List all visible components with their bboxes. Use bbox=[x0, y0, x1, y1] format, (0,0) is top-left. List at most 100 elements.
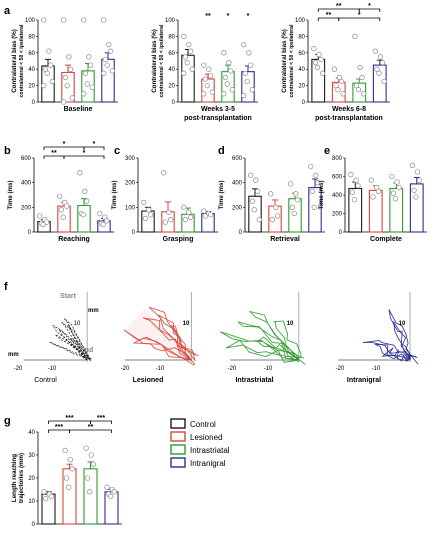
data-point bbox=[221, 91, 227, 97]
data-point bbox=[226, 59, 232, 66]
data-point bbox=[86, 54, 92, 60]
data-point bbox=[41, 82, 47, 89]
data-point bbox=[37, 213, 43, 219]
data-point bbox=[64, 82, 70, 89]
data-point bbox=[375, 188, 382, 194]
x-axis-label: Complete bbox=[370, 236, 402, 243]
data-point bbox=[88, 452, 94, 458]
y-tick-label: 600 bbox=[232, 156, 243, 162]
data-point bbox=[161, 170, 167, 176]
data-point bbox=[248, 172, 254, 178]
panel-letter-e: e bbox=[324, 145, 330, 157]
data-point bbox=[77, 170, 83, 176]
trajectory-line bbox=[169, 325, 199, 361]
trajectory-line bbox=[58, 329, 92, 362]
y-tick-label: 40 bbox=[168, 67, 175, 73]
data-point bbox=[201, 208, 207, 214]
x-axis-label: Weeks 6-8 bbox=[332, 106, 366, 113]
y-tick-label: 200 bbox=[125, 181, 136, 187]
data-point bbox=[85, 475, 91, 481]
trajectory-x-tick-label: 10 bbox=[74, 321, 81, 327]
data-point bbox=[396, 184, 402, 191]
data-point bbox=[62, 74, 68, 81]
data-point bbox=[57, 193, 63, 199]
data-point bbox=[44, 70, 50, 76]
data-point bbox=[351, 196, 358, 203]
chart-d: 0 200 400 600 Time (ms) Retrieval bbox=[218, 156, 325, 243]
data-point bbox=[311, 204, 317, 210]
data-point bbox=[377, 54, 384, 60]
data-point bbox=[336, 74, 343, 81]
y-tick-label: 60 bbox=[168, 51, 175, 57]
trajectory-group-control: Control bbox=[23, 292, 92, 384]
data-point bbox=[106, 41, 112, 48]
panel-letter-g: g bbox=[4, 415, 11, 427]
y-tick-label: 300 bbox=[125, 156, 136, 162]
y-tick-label: 100 bbox=[165, 18, 176, 24]
data-point bbox=[224, 81, 230, 87]
trajectory-group-intrastriatal: Intrastriatal bbox=[220, 292, 306, 384]
y-tick-label: 0 bbox=[32, 100, 36, 106]
data-point bbox=[335, 87, 341, 93]
data-point bbox=[68, 66, 74, 72]
data-point bbox=[67, 456, 73, 463]
y-tick-label: 20 bbox=[28, 84, 35, 90]
data-point bbox=[241, 41, 247, 48]
data-point bbox=[102, 56, 108, 63]
data-point bbox=[368, 177, 375, 183]
data-point bbox=[392, 196, 399, 202]
significance-bracket bbox=[90, 420, 112, 424]
trajectory-x-tick-label: -10 bbox=[372, 366, 381, 372]
data-point bbox=[312, 59, 319, 66]
y-tick-label: 20 bbox=[298, 84, 305, 90]
chart-c: 0 100 200 300 Time (ms) Grasping bbox=[111, 156, 218, 243]
y-axis-label: Time (ms) bbox=[218, 180, 225, 209]
y-tick-label: 40 bbox=[298, 67, 305, 73]
data-point bbox=[142, 215, 148, 222]
y-axis-sublabel: contralateral < 50 < ipsilateral bbox=[159, 24, 165, 98]
y-tick-label: 0 bbox=[28, 230, 32, 236]
y-tick-label: 0 bbox=[32, 522, 36, 528]
y-tick-label: 30 bbox=[28, 453, 35, 459]
trajectory-group-label: Intrastriatal bbox=[235, 377, 273, 384]
bar-control bbox=[348, 187, 363, 233]
significance-label: *** bbox=[55, 424, 63, 431]
y-tick-label: 0 bbox=[302, 100, 306, 106]
data-point bbox=[104, 484, 110, 490]
data-point bbox=[315, 180, 321, 186]
chart-a1: 0 20 40 60 80 100 Contralateral bias (%) contra… bbox=[11, 17, 118, 113]
significance-label: ** bbox=[326, 12, 332, 19]
data-point bbox=[316, 51, 322, 58]
data-point bbox=[181, 70, 187, 76]
y-tick-label: 200 bbox=[332, 212, 343, 218]
trajectory-spread bbox=[124, 308, 192, 360]
y-tick-label: 200 bbox=[232, 205, 243, 211]
data-point bbox=[108, 48, 114, 54]
data-point bbox=[62, 447, 68, 454]
significance-label: * bbox=[93, 141, 96, 148]
trajectory-x-tick-label: -10 bbox=[48, 366, 57, 372]
y-tick-label: 100 bbox=[295, 18, 306, 24]
y-tick-label: 100 bbox=[125, 205, 136, 211]
legend-swatch bbox=[170, 444, 186, 455]
y-tick-label: 0 bbox=[132, 230, 136, 236]
y-tick-label: 60 bbox=[298, 51, 305, 57]
data-point bbox=[43, 496, 49, 502]
data-point bbox=[340, 91, 346, 97]
data-point bbox=[81, 91, 87, 97]
data-point bbox=[40, 221, 46, 228]
data-point bbox=[379, 59, 386, 66]
legend-swatch bbox=[170, 457, 186, 468]
trajectory-group-label: Control bbox=[34, 377, 57, 384]
data-point bbox=[48, 493, 54, 500]
data-point bbox=[359, 74, 365, 81]
data-point bbox=[256, 217, 262, 223]
data-point bbox=[293, 191, 299, 197]
data-point bbox=[333, 82, 339, 89]
trajectory-line bbox=[132, 337, 196, 366]
data-point bbox=[309, 188, 315, 194]
y-tick-label: 20 bbox=[28, 476, 35, 482]
y-tick-label: 400 bbox=[21, 181, 32, 187]
data-point bbox=[241, 92, 247, 99]
